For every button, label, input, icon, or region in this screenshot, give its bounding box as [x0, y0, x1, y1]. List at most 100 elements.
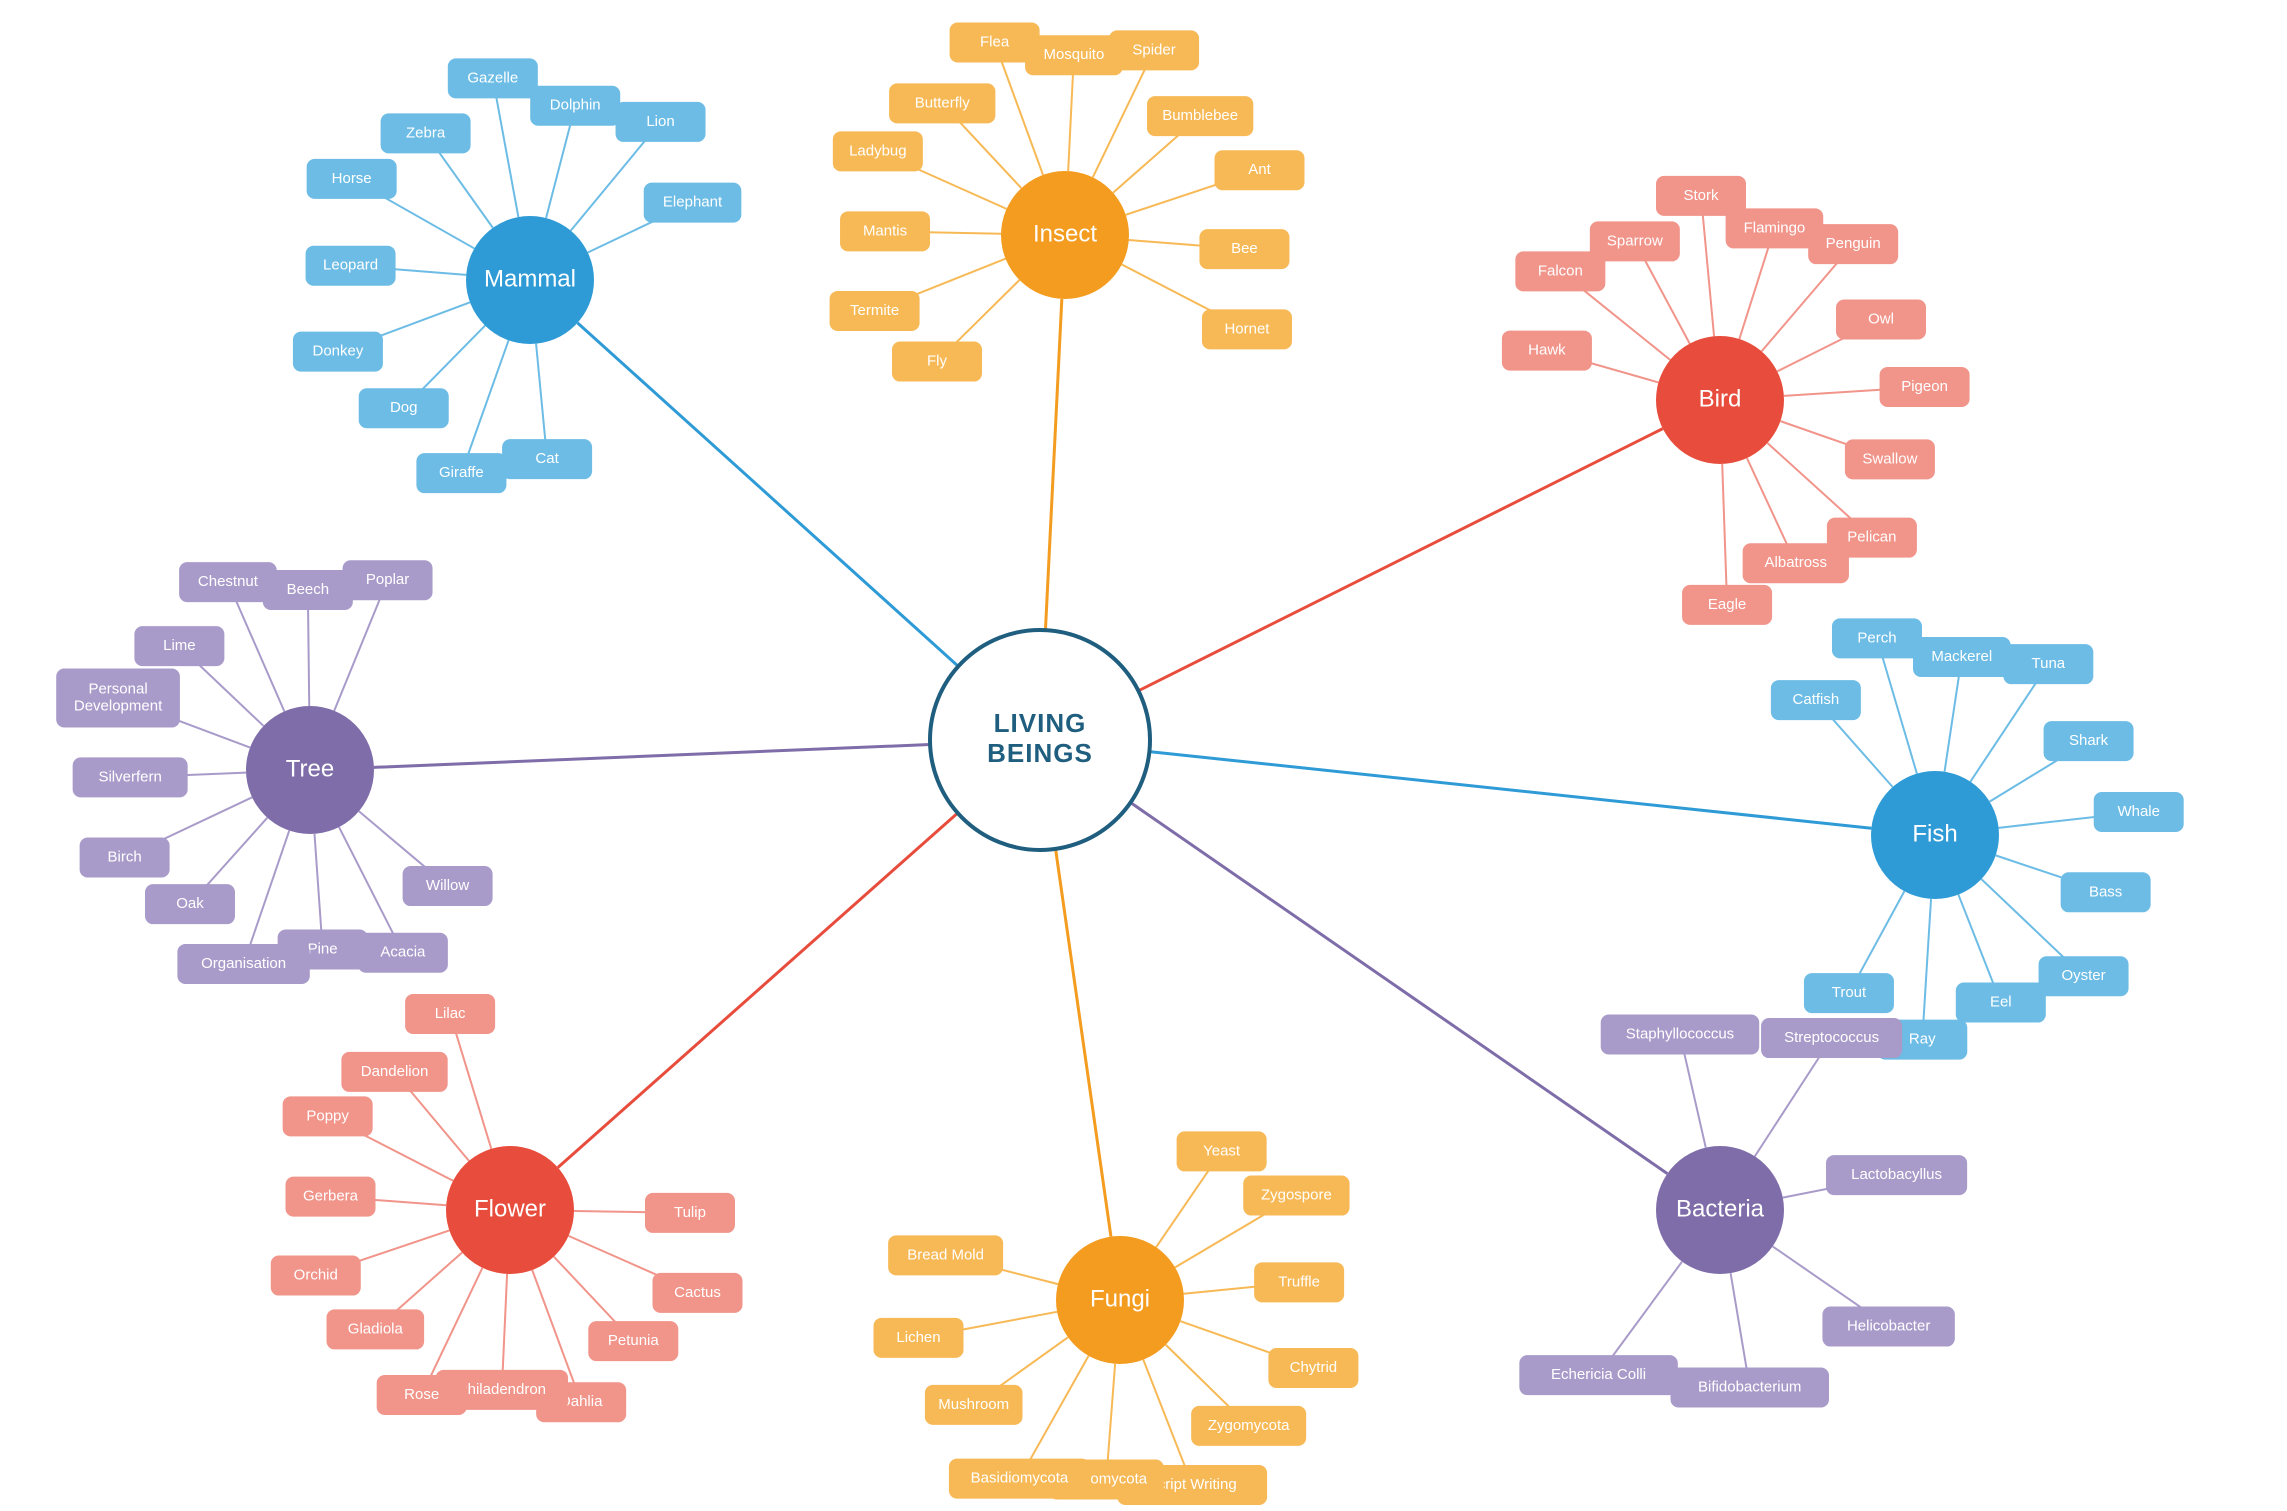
- leaf-label: Hornet: [1224, 320, 1270, 337]
- leaf-tree: Lime: [134, 626, 224, 666]
- leaf-flower: Tulip: [645, 1193, 735, 1233]
- leaf-label: Yeast: [1203, 1142, 1241, 1159]
- leaf-bird: Sparrow: [1590, 221, 1680, 261]
- leaf-insect: Butterfly: [889, 83, 995, 123]
- category-mammal: Mammal: [466, 216, 594, 344]
- leaf-label: Horse: [332, 170, 372, 187]
- leaf-fish: Catfish: [1771, 680, 1861, 720]
- leaf-fish: Oyster: [2039, 956, 2129, 996]
- edge-insect-leaf: [1093, 61, 1149, 177]
- category-bacteria: Bacteria: [1656, 1146, 1784, 1274]
- leaf-fish: Shark: [2044, 721, 2134, 761]
- leaf-label: Ant: [1248, 161, 1271, 178]
- leaf-label: Owl: [1868, 310, 1894, 327]
- edge-center-fungi: [1056, 849, 1111, 1237]
- leaf-fish: Perch: [1832, 618, 1922, 658]
- category-insect: Insect: [1001, 171, 1129, 299]
- leaf-label: Lichen: [896, 1329, 940, 1346]
- leaf-label: Eagle: [1708, 596, 1746, 613]
- edge-bacteria-leaf: [1683, 1046, 1706, 1147]
- leaf-flower: Rose: [377, 1375, 467, 1415]
- leaf-bacteria: Echericia Colli: [1519, 1355, 1678, 1395]
- leaf-label: Pelican: [1847, 529, 1896, 546]
- leaf-fish: Tuna: [2003, 644, 2093, 684]
- leaf-label: Dolphin: [550, 97, 601, 114]
- edge-fish-leaf: [1970, 674, 2041, 781]
- category-label: Bacteria: [1676, 1195, 1765, 1222]
- leaf-label: Staphyllococcus: [1626, 1025, 1734, 1042]
- leaf-label: Echericia Colli: [1551, 1366, 1646, 1383]
- leaf-bird: Albatross: [1743, 543, 1849, 583]
- leaf-fish: Mackerel: [1913, 637, 2011, 677]
- leaf-label: Pine: [308, 941, 338, 958]
- leaf-label: Zygospore: [1261, 1187, 1332, 1204]
- leaf-label: Ray: [1909, 1031, 1936, 1048]
- edge-mammal-leaf: [465, 340, 508, 462]
- leaf-label: Zygomycota: [1208, 1417, 1290, 1434]
- leaf-insect: Bumblebee: [1147, 96, 1253, 136]
- edge-center-insect: [1045, 299, 1061, 630]
- leaf-fungi: Zygospore: [1243, 1176, 1349, 1216]
- edge-tree-leaf: [308, 602, 309, 706]
- edge-mammal-leaf: [546, 117, 572, 218]
- leaf-insect: Termite: [830, 291, 920, 331]
- leaf-flower: Orchid: [271, 1256, 361, 1296]
- leaf-insect: Fly: [892, 342, 982, 382]
- leaf-bacteria: Staphyllococcus: [1601, 1015, 1760, 1055]
- leaf-bird: Swallow: [1845, 439, 1935, 479]
- edge-bird-leaf: [1702, 208, 1714, 336]
- category-bird: Bird: [1656, 336, 1784, 464]
- category-label: Bird: [1699, 385, 1742, 412]
- leaf-insect: Hornet: [1202, 309, 1292, 349]
- leaf-mammal: Giraffe: [416, 453, 506, 493]
- leaf-bird: Owl: [1836, 300, 1926, 340]
- leaf-label: Silverfern: [98, 768, 161, 785]
- leaf-label: Helicobacter: [1847, 1318, 1930, 1335]
- center-node: LIVINGBEINGS: [930, 630, 1150, 850]
- leaf-insect: Spider: [1109, 30, 1199, 70]
- leaf-fungi: Lichen: [874, 1318, 964, 1358]
- edge-bird-leaf: [1641, 252, 1690, 344]
- leaf-label: Trout: [1832, 984, 1867, 1001]
- edge-fungi-leaf: [1143, 1360, 1188, 1474]
- leaf-label: Dandelion: [361, 1063, 429, 1080]
- leaf-tree: Poplar: [343, 560, 433, 600]
- leaf-label: Lilac: [435, 1005, 466, 1022]
- leaf-fungi: Truffle: [1254, 1262, 1344, 1302]
- leaf-label: Petunia: [608, 1332, 660, 1349]
- leaf-tree: Acacia: [358, 933, 448, 973]
- leaf-label: Cactus: [674, 1284, 721, 1301]
- category-label: Fish: [1912, 820, 1957, 847]
- leaf-label: Zebra: [406, 124, 446, 141]
- category-label: Tree: [286, 755, 334, 782]
- leaf-flower: Gladiola: [327, 1309, 425, 1349]
- leaf-label: Leopard: [323, 257, 378, 274]
- leaf-fungi: Chytrid: [1268, 1348, 1358, 1388]
- leaf-label: Tuna: [2032, 655, 2066, 672]
- leaf-tree: Chestnut: [179, 562, 277, 602]
- leaf-bacteria: Streptococcus: [1761, 1018, 1902, 1058]
- edge-mammal-leaf: [536, 344, 546, 448]
- leaf-label: Eel: [1990, 994, 2012, 1011]
- leaf-bacteria: Bifidobacterium: [1671, 1368, 1830, 1408]
- edge-tree-leaf: [314, 834, 321, 938]
- edge-center-fish: [1149, 752, 1871, 829]
- edge-insect-leaf: [1068, 67, 1073, 171]
- leaf-flower: Gerbera: [285, 1177, 375, 1217]
- leaf-flower: Lilac: [405, 994, 495, 1034]
- edge-fungi-leaf: [1025, 1356, 1088, 1468]
- leaf-label: Chytrid: [1290, 1359, 1338, 1376]
- leaf-label: Bread Mold: [907, 1246, 984, 1263]
- leaf-fish: Whale: [2094, 792, 2184, 832]
- leaf-label: Perch: [1857, 629, 1896, 646]
- leaf-label: Basidiomycota: [971, 1470, 1069, 1487]
- category-fish: Fish: [1871, 771, 1999, 899]
- edge-bird-leaf: [1762, 253, 1846, 351]
- leaf-label: Cat: [535, 450, 559, 467]
- leaf-label: Falcon: [1538, 262, 1583, 279]
- leaf-tree: Beech: [263, 570, 353, 610]
- edge-center-tree: [374, 745, 930, 768]
- leaf-label: Willow: [426, 877, 469, 894]
- leaf-flower: Poppy: [283, 1096, 373, 1136]
- leaf-label: Gazelle: [467, 69, 518, 86]
